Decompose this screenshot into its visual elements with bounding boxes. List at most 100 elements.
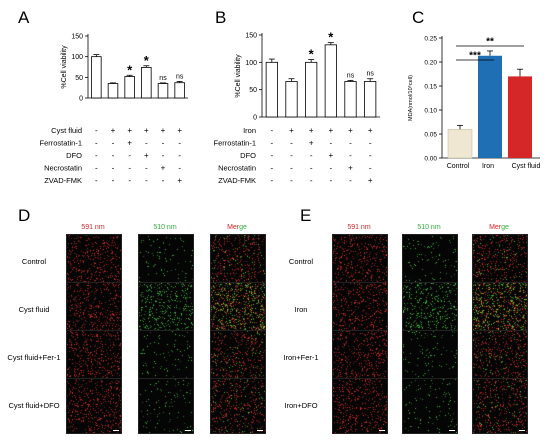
treatment-sign: - (329, 176, 332, 185)
treatment-sign: - (95, 176, 98, 185)
treatment-sign: + (309, 126, 314, 135)
significance-mark: ns (347, 72, 355, 79)
bar (124, 76, 135, 99)
y-axis-label: %Cell viability (61, 45, 68, 89)
treatment-sign: - (145, 176, 148, 185)
micrograph-image (473, 379, 527, 433)
panel-letter-e: E (300, 206, 312, 225)
y-tick-label: 100 (245, 60, 257, 67)
micrograph-image (473, 331, 527, 385)
micrograph-image (139, 235, 193, 289)
bar (478, 55, 502, 159)
treatment-sign: + (348, 164, 353, 173)
treatment-sign: + (177, 176, 182, 185)
micrograph-image (403, 379, 457, 433)
treatment-sign: + (289, 126, 294, 135)
micrograph-red (66, 378, 122, 434)
treatment-label: DFO (66, 151, 82, 160)
micrograph-red (332, 378, 388, 434)
treatment-sign: + (127, 139, 132, 148)
row-label: Cyst fluid+Fer-1 (7, 353, 61, 362)
treatment-sign: - (128, 151, 131, 160)
scale-bar (113, 430, 119, 431)
treatment-sign: - (270, 164, 273, 173)
micrograph-image (333, 379, 387, 433)
treatment-label: Ferrostatin-1 (39, 139, 82, 148)
treatment-sign: - (145, 164, 148, 173)
treatment-sign: - (162, 139, 165, 148)
micrograph-image (67, 379, 121, 433)
treatment-sign: + (144, 126, 149, 135)
micrograph-image (211, 331, 265, 385)
treatment-sign: - (162, 151, 165, 160)
treatment-sign: - (112, 139, 115, 148)
bar (174, 82, 185, 99)
row-label: Control (288, 257, 314, 266)
bar (305, 61, 318, 118)
treatment-sign: + (161, 164, 166, 173)
column-header-merge: Merge (472, 224, 526, 231)
scale-bar (257, 430, 263, 431)
treatment-sign: + (127, 126, 132, 135)
significance-mark: ** (486, 37, 494, 48)
significance-mark: ns (366, 71, 374, 78)
treatment-sign: - (112, 151, 115, 160)
merge-label-prefix: Mer (227, 224, 240, 231)
micrograph-image (473, 283, 527, 337)
micrograph-green (138, 330, 194, 386)
significance-mark: * (144, 53, 150, 68)
panel-letter-d: D (18, 206, 31, 225)
treatment-sign: + (368, 126, 373, 135)
bar (447, 128, 473, 159)
micrograph-red (332, 330, 388, 386)
micrograph-red (332, 234, 388, 290)
treatment-sign: - (95, 126, 98, 135)
micrograph-image (403, 331, 457, 385)
treatment-sign: - (178, 139, 181, 148)
y-axis-label: %Cell viability (235, 54, 242, 98)
y-tick-label: 0.25 (424, 35, 437, 42)
y-tick-label: 0 (253, 115, 257, 122)
column-header: 510 nm (153, 224, 177, 231)
treatment-sign: + (348, 126, 353, 135)
treatment-sign: + (111, 126, 116, 135)
micrograph-image (333, 331, 387, 385)
treatment-sign: - (270, 139, 273, 148)
x-tick-label: Control (447, 163, 470, 170)
micrograph-image (211, 235, 265, 289)
micrograph-green (138, 234, 194, 290)
y-tick-label: 50 (249, 87, 257, 94)
x-tick-label: Iron (482, 163, 494, 170)
bar (364, 81, 377, 118)
micrograph-merge (472, 378, 528, 434)
treatment-sign: - (270, 151, 273, 160)
y-tick-label: 100 (71, 54, 83, 61)
row-label: Control (21, 257, 47, 266)
chart-b-cell-viability: 0 50 100 150 %Cell viability * * ns ns Iron - + + + + +… (213, 30, 380, 185)
row-label: Iron+DFO (284, 401, 318, 410)
treatment-sign: - (145, 139, 148, 148)
treatment-label: Ferrostatin-1 (213, 139, 256, 148)
treatment-sign: - (310, 176, 313, 185)
column-header: 591 nm (347, 224, 371, 231)
micrograph-image (139, 379, 193, 433)
treatment-sign: + (328, 126, 333, 135)
micrograph-image (67, 235, 121, 289)
micrograph-green (402, 378, 458, 434)
y-axis-label: MDA(nmol/10⁶cell) (407, 75, 414, 121)
treatment-label: Iron (243, 126, 256, 135)
treatment-sign: - (95, 151, 98, 160)
treatment-label: ZVAD-FMK (44, 176, 82, 185)
treatment-label: ZVAD-FMK (218, 176, 256, 185)
row-label: Cyst fluid+DFO (8, 401, 60, 410)
y-tick-label: 0.10 (424, 107, 437, 114)
treatment-sign: - (329, 164, 332, 173)
treatment-sign: - (290, 164, 293, 173)
micrograph-merge (472, 330, 528, 386)
treatment-sign: + (368, 176, 373, 185)
treatment-sign: - (162, 176, 165, 185)
micrograph-image (139, 283, 193, 337)
bar (508, 76, 532, 158)
treatment-sign: - (290, 139, 293, 148)
treatment-label: Cyst fluid (51, 126, 82, 135)
